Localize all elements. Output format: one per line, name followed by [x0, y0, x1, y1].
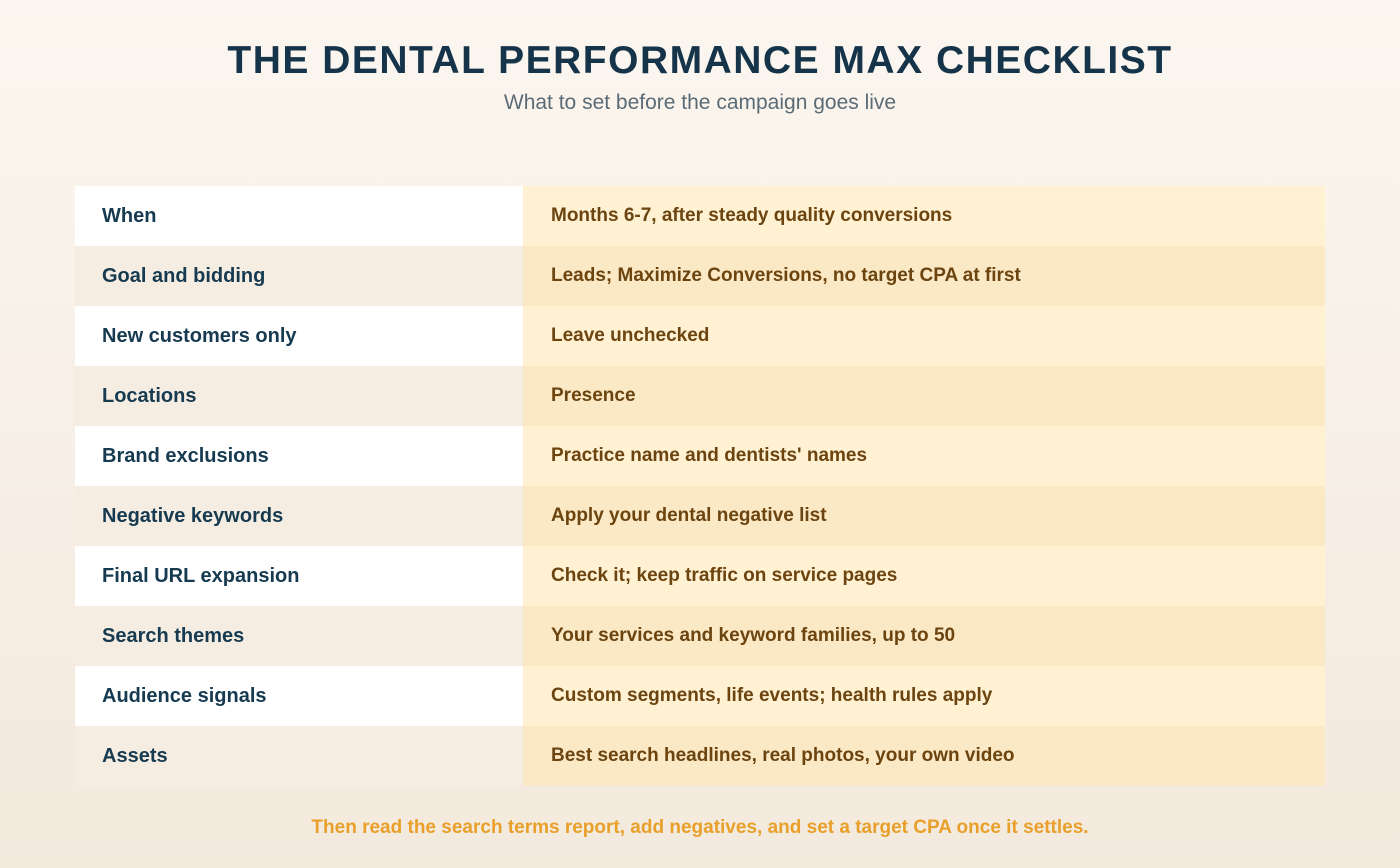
row-label: When	[75, 186, 523, 246]
row-label: Assets	[75, 726, 523, 786]
page-subtitle: What to set before the campaign goes liv…	[503, 91, 897, 114]
checklist-row-when: When Months 6-7, after steady quality co…	[75, 186, 1325, 246]
row-label: Search themes	[75, 606, 523, 666]
row-label: Negative keywords	[75, 486, 523, 546]
row-label: Final URL expansion	[75, 546, 523, 606]
row-value: Practice name and dentists' names	[523, 426, 1325, 486]
row-value: Leads; Maximize Conversions, no target C…	[523, 246, 1325, 306]
checklist-row-locations: Locations Presence	[75, 366, 1325, 426]
checklist-row-search-themes: Search themes Your services and keyword …	[75, 606, 1325, 666]
footer-note: Then read the search terms report, add n…	[311, 817, 1089, 838]
row-value: Best search headlines, real photos, your…	[523, 726, 1325, 786]
checklist-row-goal-and-bidding: Goal and bidding Leads; Maximize Convers…	[75, 246, 1325, 306]
row-value: Presence	[523, 366, 1325, 426]
page-title: THE DENTAL PERFORMANCE MAX CHECKLIST	[227, 39, 1173, 82]
row-label: Audience signals	[75, 666, 523, 726]
row-label: Brand exclusions	[75, 426, 523, 486]
checklist-row-negative-keywords: Negative keywords Apply your dental nega…	[75, 486, 1325, 546]
checklist-table: When Months 6-7, after steady quality co…	[75, 186, 1325, 786]
row-label: Goal and bidding	[75, 246, 523, 306]
checklist-row-final-url-expansion: Final URL expansion Check it; keep traff…	[75, 546, 1325, 606]
row-label: Locations	[75, 366, 523, 426]
row-label: New customers only	[75, 306, 523, 366]
checklist-row-audience-signals: Audience signals Custom segments, life e…	[75, 666, 1325, 726]
checklist-row-assets: Assets Best search headlines, real photo…	[75, 726, 1325, 786]
row-value: Custom segments, life events; health rul…	[523, 666, 1325, 726]
row-value: Leave unchecked	[523, 306, 1325, 366]
checklist-row-brand-exclusions: Brand exclusions Practice name and denti…	[75, 426, 1325, 486]
row-value: Months 6-7, after steady quality convers…	[523, 186, 1325, 246]
checklist-row-new-customers-only: New customers only Leave unchecked	[75, 306, 1325, 366]
page-header: THE DENTAL PERFORMANCE MAX CHECKLIST Wha…	[0, 38, 1400, 116]
row-value: Apply your dental negative list	[523, 486, 1325, 546]
row-value: Your services and keyword families, up t…	[523, 606, 1325, 666]
row-value: Check it; keep traffic on service pages	[523, 546, 1325, 606]
